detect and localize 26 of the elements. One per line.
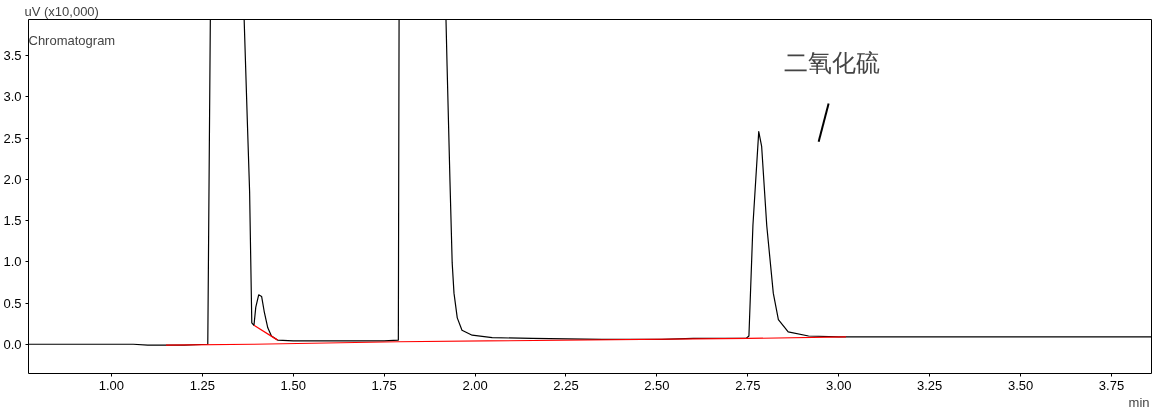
x-tick-label: 3.75 xyxy=(1098,377,1125,393)
x-tick-label: 2.50 xyxy=(644,377,670,393)
x-tick-label: 3.00 xyxy=(826,377,852,393)
y-tick-label: 3.5 xyxy=(3,48,22,64)
y-axis-title: uV (x10,000) xyxy=(24,3,99,19)
x-tick-label: 3.25 xyxy=(917,377,943,393)
x-tick-label: 3.50 xyxy=(1007,377,1034,393)
y-tick-label: 2.5 xyxy=(3,130,22,146)
x-tick-label: 2.25 xyxy=(553,377,579,393)
annotation: Chromatogram xyxy=(28,32,116,48)
y-tick-label: 1.5 xyxy=(3,213,22,229)
x-tick-label: 1.75 xyxy=(371,377,397,393)
y-tick-label: 3.0 xyxy=(3,89,22,105)
x-tick-label: 1.00 xyxy=(98,377,125,393)
x-tick-label: 1.25 xyxy=(189,377,215,393)
y-tick-label: 1.0 xyxy=(3,254,22,270)
y-tick-label: 0.5 xyxy=(3,295,22,311)
annotation: 二氧化硫 xyxy=(783,48,880,77)
x-tick-label: 2.00 xyxy=(462,377,488,393)
line-series xyxy=(28,19,1152,346)
y-tick-label: 0.0 xyxy=(3,336,22,352)
line-series xyxy=(165,336,847,346)
y-tick-label: 2.0 xyxy=(3,171,22,187)
x-tick-label: 1.50 xyxy=(280,377,306,393)
x-axis-title: min xyxy=(1128,394,1150,409)
x-tick-label: 2.75 xyxy=(735,377,761,393)
